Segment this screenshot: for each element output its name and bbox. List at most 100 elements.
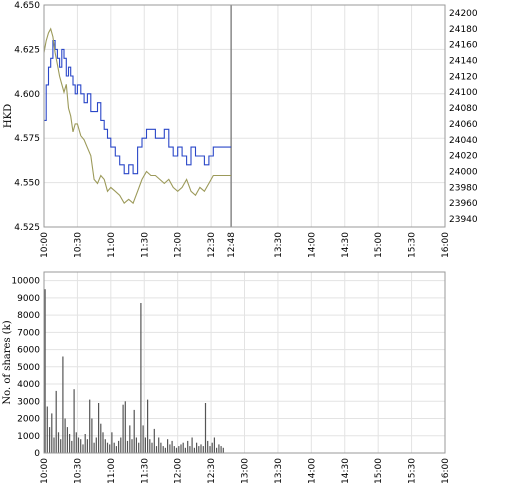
volume-bar xyxy=(216,447,218,453)
volume-bar xyxy=(142,425,144,453)
volume-bar xyxy=(64,418,66,453)
volume-bar xyxy=(89,399,91,453)
index-y-tick-label: 23960 xyxy=(449,199,478,209)
volume-bar xyxy=(57,432,60,453)
volume-bar xyxy=(111,432,113,453)
volume-y-tick-label: 2000 xyxy=(17,415,40,425)
volume-bar xyxy=(160,442,162,453)
volume-x-tick-label: 12:00 xyxy=(174,458,184,484)
index-y-tick-label: 24180 xyxy=(449,25,478,35)
volume-y-tick-label: 8000 xyxy=(17,311,40,321)
price-y-axis-title: HKD xyxy=(3,104,14,128)
volume-bar xyxy=(144,437,146,453)
volume-bar xyxy=(80,439,82,453)
price-grid xyxy=(43,4,446,228)
price-x-tick-label: 15:00 xyxy=(374,232,384,258)
volume-bar xyxy=(84,434,86,453)
volume-bar xyxy=(126,440,129,453)
index-y-tick-label: 23940 xyxy=(449,215,478,225)
volume-bar xyxy=(149,439,151,453)
volume-bar xyxy=(200,444,202,453)
volume-bar xyxy=(53,437,55,453)
price-x-tick-label: 12:48 xyxy=(227,232,237,258)
volume-bar xyxy=(182,442,184,453)
volume-bar xyxy=(202,446,204,453)
index-y-tick-label: 24200 xyxy=(449,9,478,19)
volume-bar xyxy=(102,432,104,453)
volume-y-tick-label: 5000 xyxy=(17,363,40,373)
volume-grid xyxy=(43,272,446,454)
volume-bar xyxy=(98,403,100,453)
volume-bar xyxy=(106,442,109,453)
price-y-tick-label: 4.650 xyxy=(14,1,40,11)
volume-bar xyxy=(91,418,93,453)
volume-bar xyxy=(155,446,158,453)
volume-x-tick-label: 13:30 xyxy=(274,458,284,484)
index-y-tick-label: 24040 xyxy=(449,136,478,146)
volume-bar xyxy=(180,444,182,453)
volume-y-tick-label: 4000 xyxy=(17,380,40,390)
volume-y-tick-label: 6000 xyxy=(17,346,40,356)
volume-bar xyxy=(178,446,180,453)
price-tick-labels: 10:00 10:30 11:00 11:30 12:00 12:30 12:48 13:30… xyxy=(14,1,478,258)
volume-bar xyxy=(140,303,142,453)
volume-bar xyxy=(191,437,193,453)
volume-x-tick-label: 12:30 xyxy=(207,458,217,484)
volume-bar xyxy=(95,437,97,453)
volume-bar xyxy=(60,439,62,453)
volume-bar xyxy=(173,446,175,453)
price-x-tick-label: 11:30 xyxy=(140,232,150,258)
volume-x-tick-label: 14:30 xyxy=(341,458,351,484)
volume-bar xyxy=(104,439,106,453)
volume-bar xyxy=(138,442,140,453)
volume-bar xyxy=(171,440,173,453)
volume-bar xyxy=(51,413,53,453)
volume-bar xyxy=(77,437,80,453)
volume-bar xyxy=(122,404,124,453)
volume-bar xyxy=(124,401,126,453)
volume-x-tick-label: 14:00 xyxy=(307,458,317,484)
price-x-tick-label: 13:30 xyxy=(274,232,284,258)
volume-x-tick-label: 10:00 xyxy=(40,458,50,484)
index-y-tick-label: 24140 xyxy=(449,57,478,67)
volume-bar xyxy=(44,289,46,453)
volume-bar xyxy=(71,440,73,453)
volume-bar xyxy=(147,399,149,453)
volume-bar xyxy=(175,447,178,453)
volume-bar xyxy=(120,437,122,453)
volume-bar xyxy=(69,434,71,453)
volume-bar xyxy=(133,409,135,453)
volume-bar xyxy=(115,446,117,453)
index-y-tick-label: 24100 xyxy=(449,88,478,98)
volume-x-tick-label: 11:30 xyxy=(140,458,150,484)
volume-bar xyxy=(222,447,224,453)
volume-bar xyxy=(113,442,115,453)
index-y-tick-label: 23980 xyxy=(449,183,478,193)
price-x-tick-label: 16:00 xyxy=(441,232,451,258)
price-x-tick-label: 12:00 xyxy=(174,232,184,258)
volume-bar xyxy=(204,403,207,453)
volume-y-tick-label: 0 xyxy=(34,449,40,459)
volume-x-tick-label: 10:30 xyxy=(73,458,83,484)
volume-x-tick-label: 16:00 xyxy=(441,458,451,484)
volume-x-tick-label: 15:30 xyxy=(408,458,418,484)
index-y-tick-label: 24020 xyxy=(449,152,478,162)
volume-y-axis-title: No. of shares (k) xyxy=(2,320,13,404)
volume-tick-labels: 10:00 10:30 11:00 11:30 12:00 12:30 13:00 13:30… xyxy=(11,277,451,484)
volume-y-tick-label: 9000 xyxy=(17,294,40,304)
volume-bar xyxy=(187,440,189,453)
price-x-tick-label: 10:00 xyxy=(40,232,50,258)
price-y-tick-label: 4.550 xyxy=(14,179,40,189)
price-x-tick-label: 14:30 xyxy=(341,232,351,258)
volume-bar xyxy=(220,446,222,453)
price-series xyxy=(43,5,232,227)
volume-bar xyxy=(131,439,133,453)
volume-bar xyxy=(207,440,209,453)
volume-bar xyxy=(75,432,77,453)
volume-x-tick-label: 15:00 xyxy=(374,458,384,484)
index-y-tick-label: 24080 xyxy=(449,104,478,114)
volume-bar xyxy=(218,444,220,453)
price-y-tick-label: 4.625 xyxy=(14,45,40,55)
price-chart: 10:00 10:30 11:00 11:30 12:00 12:30 12:48 13:30… xyxy=(3,1,478,258)
